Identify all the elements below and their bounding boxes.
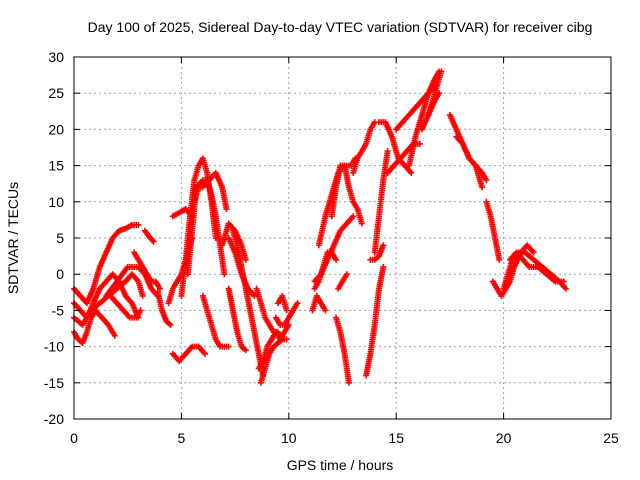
chart-title: Day 100 of 2025, Sidereal Day-to-day VTE… <box>88 19 593 35</box>
series-arc-35 <box>367 242 387 263</box>
data-point <box>251 292 258 299</box>
data-point <box>438 68 445 75</box>
data-point <box>283 336 290 343</box>
y-tick-label: 25 <box>48 85 64 101</box>
series-arc-9 <box>154 289 174 328</box>
y-tick-label: 10 <box>48 194 64 210</box>
data-point <box>333 256 340 263</box>
series-arc-15 <box>191 177 228 278</box>
series-arc-1 <box>71 221 142 307</box>
data-point <box>223 206 230 213</box>
x-tick-label: 20 <box>496 430 512 446</box>
series-arc-32 <box>335 271 350 292</box>
series-arc-25 <box>275 292 290 314</box>
data-point <box>212 235 219 241</box>
y-tick-label: 30 <box>48 49 64 65</box>
series-arc-16 <box>199 292 232 350</box>
series-arc-20 <box>229 227 267 379</box>
grid <box>74 57 611 419</box>
series-arc-6 <box>107 292 144 321</box>
y-tick-label: 5 <box>56 230 64 246</box>
series-arc-7 <box>131 249 163 292</box>
series-arc-45 <box>483 198 503 263</box>
data-point <box>496 256 503 263</box>
data-point <box>111 332 118 339</box>
series-arc-24 <box>272 300 301 328</box>
data-point <box>225 343 232 350</box>
series-arc-8 <box>141 227 157 245</box>
series-arc-44 <box>453 133 490 184</box>
series-arc-36 <box>371 148 391 256</box>
y-tick-labels: -20 -15 -10 -5 0 5 10 15 20 25 30 <box>44 49 64 427</box>
data-point <box>242 256 249 263</box>
x-tick-label: 15 <box>388 430 404 446</box>
y-axis-label: SDTVAR / TECUs <box>5 182 21 294</box>
series-arc-23 <box>257 336 290 386</box>
data-point <box>562 285 569 292</box>
y-tick-label: 20 <box>48 121 64 137</box>
x-axis-label: GPS time / hours <box>287 457 394 473</box>
data-point <box>221 271 228 278</box>
data-point <box>322 307 329 314</box>
data-point <box>156 285 163 292</box>
data-point <box>137 307 144 314</box>
axis-ticks <box>73 56 612 420</box>
data-point <box>167 321 174 328</box>
data-point <box>483 177 490 184</box>
data-point <box>380 263 387 270</box>
data-point <box>343 271 350 278</box>
data-point <box>139 292 146 299</box>
data-point <box>202 350 209 357</box>
data-point <box>408 169 415 176</box>
data-point <box>345 379 352 386</box>
data-point <box>479 184 486 191</box>
x-tick-label: 10 <box>281 430 297 446</box>
y-tick-label: -10 <box>44 339 64 355</box>
series-arc-18 <box>225 285 249 354</box>
data-point <box>384 148 391 155</box>
series-arc-31 <box>333 314 352 386</box>
x-tick-labels: 0 5 10 15 20 25 <box>70 430 619 446</box>
series-arc-22 <box>255 321 292 372</box>
x-tick-label: 25 <box>603 430 619 446</box>
data-point <box>436 90 443 97</box>
y-tick-label: 15 <box>48 158 64 174</box>
series-arc-11 <box>169 343 209 365</box>
data-point <box>150 238 157 245</box>
data-point <box>135 221 142 228</box>
y-tick-label: -20 <box>44 411 64 427</box>
series-arc-38 <box>384 140 423 176</box>
series-arc-27 <box>309 292 329 314</box>
data-point <box>350 213 357 220</box>
y-tick-label: -15 <box>44 375 64 391</box>
x-tick-label: 0 <box>70 430 78 446</box>
series-arc-48 <box>507 249 567 285</box>
data-point <box>358 220 365 227</box>
series-arc-2 <box>71 307 118 346</box>
data-point <box>416 140 423 147</box>
data-point <box>380 242 387 249</box>
x-tick-label: 5 <box>178 430 186 446</box>
data-points <box>71 68 569 386</box>
y-tick-label: -5 <box>52 302 65 318</box>
y-tick-label: 0 <box>56 266 64 282</box>
data-point <box>283 307 290 314</box>
data-point <box>560 278 567 285</box>
series-arc-33 <box>350 119 378 176</box>
series-arc-30 <box>328 162 365 227</box>
data-point <box>242 347 249 354</box>
series-arc-28 <box>311 213 357 285</box>
data-point <box>530 249 537 256</box>
series-arc-34 <box>363 263 387 379</box>
series-arc-42 <box>425 68 445 118</box>
series-arc-37 <box>376 119 415 176</box>
data-point <box>294 300 301 307</box>
